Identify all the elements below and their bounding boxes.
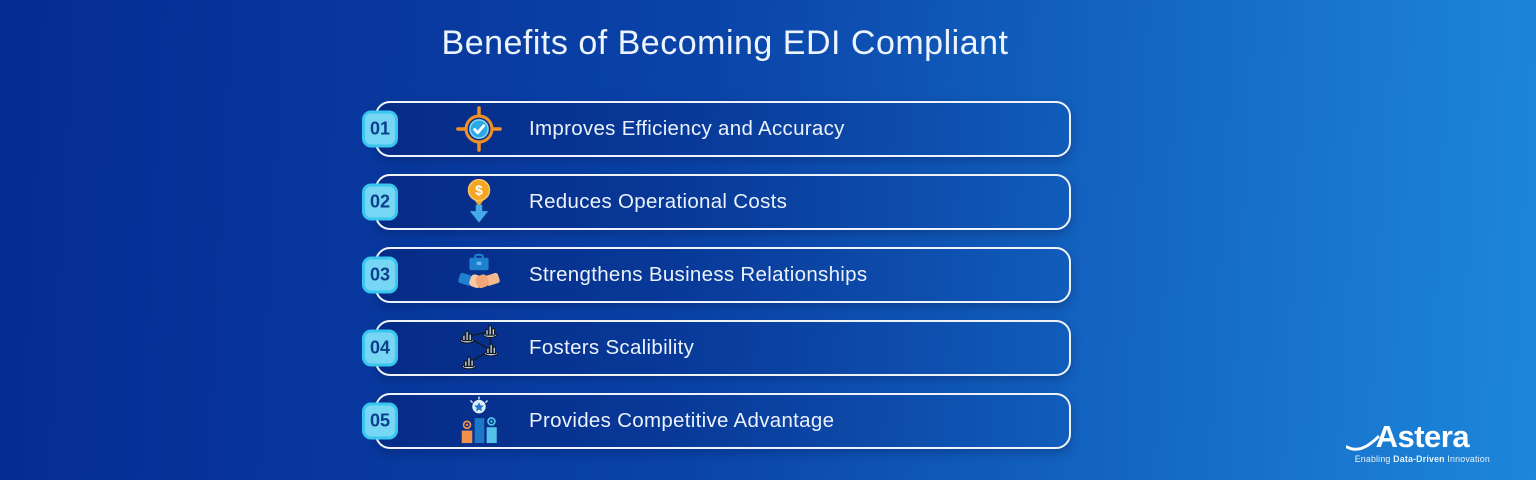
benefit-number-badge: 05 [362,402,398,440]
benefit-number-badge: 01 [362,110,398,148]
benefit-number-badge: 04 [362,329,398,367]
benefit-row-1: 01 Improves Efficiency and Accuracy [362,101,1071,157]
benefit-label: Improves Efficiency and Accuracy [529,117,845,140]
astera-swoosh-icon [1345,435,1380,451]
benefit-row-3: 03 Strengthens Business Relationships [362,247,1071,303]
benefit-label: Fosters Scalibility [529,336,695,359]
astera-logo-text: Astera [1375,419,1470,454]
connected-growth-charts-icon [455,322,503,374]
astera-tagline: Enabling Data-Driven Innovation [1354,454,1490,464]
benefit-label: Provides Competitive Advantage [529,409,835,432]
astera-logo: Astera Enabling Data-Driven Innovation [1345,419,1490,464]
benefit-number-badge: 03 [362,256,398,294]
handshake-briefcase-icon [455,249,503,301]
benefits-list: 01 Improves Efficiency and Accuracy 02 $ [362,101,1071,449]
benefit-label: Reduces Operational Costs [529,190,788,213]
podium-star-icon [455,395,503,447]
benefit-label: Strengthens Business Relationships [529,263,868,286]
svg-text:$: $ [475,183,483,198]
benefit-row-2: 02 $ Reduces Operational Costs [362,174,1071,230]
page-title: Benefits of Becoming EDI Compliant [441,24,1009,62]
target-check-icon [455,103,503,155]
benefit-row-4: 04 Fosters Scalibility [362,320,1071,376]
benefit-number-badge: 02 [362,183,398,221]
dollar-down-arrow-icon: $ [455,176,503,228]
astera-logo-wordmark: Astera [1345,419,1490,454]
benefit-row-5: 05 Provides Competitive Advantage [362,393,1071,449]
